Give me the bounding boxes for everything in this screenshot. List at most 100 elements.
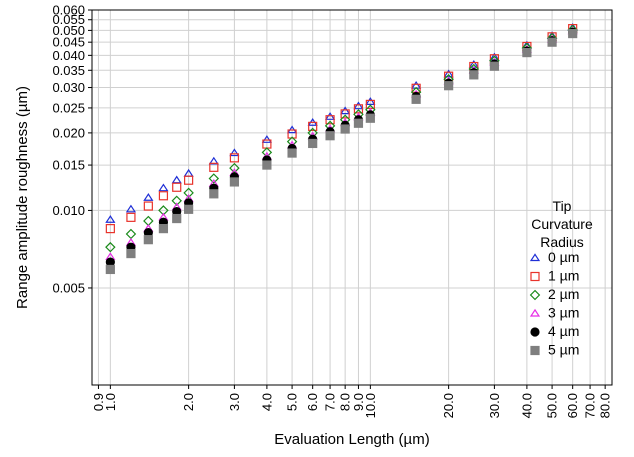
x-tick-label: 3.0: [227, 393, 242, 411]
data-point: [353, 118, 364, 128]
data-point: [261, 135, 272, 143]
y-tick-label: 0.015: [52, 158, 85, 173]
data-point: [287, 148, 297, 158]
x-tick-label: 4.0: [259, 393, 274, 411]
legend-label: 4 µm: [548, 323, 579, 339]
data-point: [143, 201, 153, 211]
legend-item: 0 µm: [529, 249, 579, 265]
legend-marker: [529, 308, 541, 317]
y-tick-label: 0.010: [52, 203, 85, 218]
series-3: [105, 26, 578, 261]
data-point: [208, 173, 220, 184]
data-point: [325, 131, 335, 141]
legend-title-line: Curvature: [531, 216, 593, 232]
data-point: [444, 81, 454, 91]
x-tick-label: 40.0: [519, 393, 534, 418]
x-tick-label: 8.0: [338, 393, 353, 411]
legend-label: 2 µm: [548, 286, 579, 302]
x-tick-label: 2.0: [181, 393, 196, 411]
data-point: [158, 224, 169, 234]
data-point: [158, 191, 169, 201]
legend-marker: [530, 327, 540, 337]
x-tick-label: 70.0: [583, 393, 598, 418]
data-point: [184, 204, 194, 214]
data-point: [568, 28, 578, 39]
data-point: [209, 189, 219, 199]
y-tick-label: 0.055: [52, 12, 85, 27]
legend-label: 3 µm: [548, 305, 579, 321]
y-tick-label: 0.035: [52, 63, 85, 78]
data-point: [325, 115, 335, 125]
data-points: [105, 23, 578, 275]
data-point: [229, 177, 240, 187]
y-tick-label: 0.005: [52, 280, 85, 295]
data-point: [158, 183, 169, 192]
data-point: [209, 162, 219, 172]
legend-label: 5 µm: [548, 342, 579, 358]
data-point: [143, 235, 153, 245]
legend-label: 0 µm: [548, 249, 579, 265]
data-point: [105, 241, 116, 253]
data-point: [262, 160, 272, 170]
data-point: [365, 97, 376, 105]
legend-marker: [530, 345, 540, 356]
x-tick-label: 0.9: [91, 393, 106, 411]
y-tick-label: 0.045: [52, 35, 85, 50]
data-point: [229, 148, 240, 157]
y-tick-label: 0.030: [52, 80, 85, 95]
data-point: [125, 228, 137, 240]
data-point: [308, 138, 318, 149]
data-point: [143, 193, 154, 201]
x-tick-label: 20.0: [441, 393, 456, 418]
data-point: [125, 204, 137, 213]
y-tick-label: 0.025: [52, 100, 85, 115]
series-5: [105, 28, 578, 275]
legend-title-line: Tip: [553, 198, 572, 214]
data-point: [489, 61, 500, 71]
data-point: [183, 187, 194, 199]
data-point: [126, 248, 136, 259]
legend-item: 2 µm: [529, 286, 579, 302]
series-4: [105, 27, 578, 267]
data-point: [105, 264, 115, 275]
x-tick-label: 30.0: [487, 393, 502, 418]
data-point: [172, 213, 182, 224]
data-point: [105, 224, 115, 234]
legend-marker: [529, 253, 541, 262]
x-tick-label: 5.0: [285, 393, 300, 411]
legend-item: 4 µm: [530, 323, 579, 339]
x-tick-label: 1.0: [103, 393, 118, 411]
data-point: [229, 153, 240, 163]
legend-marker: [530, 271, 540, 282]
data-point: [171, 175, 182, 184]
legend-marker: [529, 289, 541, 301]
x-tick-label: 50.0: [545, 393, 560, 418]
x-tick-label: 60.0: [565, 393, 580, 418]
y-tick-label: 0.020: [52, 125, 85, 140]
data-point: [340, 106, 351, 115]
x-tick-label: 7.0: [323, 393, 338, 411]
data-point: [126, 212, 136, 222]
y-tick-label: 0.060: [52, 3, 85, 18]
x-tick-label: 6.0: [305, 393, 320, 411]
data-point: [184, 175, 194, 185]
data-point: [340, 124, 350, 134]
axis-ticks: 0.91.0 2.0 3.0 4.0 5.0 6.0 7.0 8.09.010.0 20.0 30…: [52, 3, 612, 419]
y-tick-label: 0.050: [52, 23, 85, 38]
y-axis-title: Range amplitude roughness (µm): [14, 86, 31, 309]
data-point: [308, 121, 318, 131]
data-point: [340, 109, 350, 119]
x-axis-title: Evaluation Length (µm): [274, 431, 429, 448]
legend-item: 1 µm: [530, 268, 579, 284]
data-point: [172, 182, 182, 192]
x-tick-label: 9.0: [351, 393, 366, 411]
x-tick-label: 80.0: [598, 393, 613, 418]
data-point: [522, 47, 532, 58]
plot-area-frame: [91, 9, 613, 386]
series-1: [105, 24, 578, 234]
data-point: [353, 101, 364, 110]
legend-item: 3 µm: [529, 305, 579, 321]
